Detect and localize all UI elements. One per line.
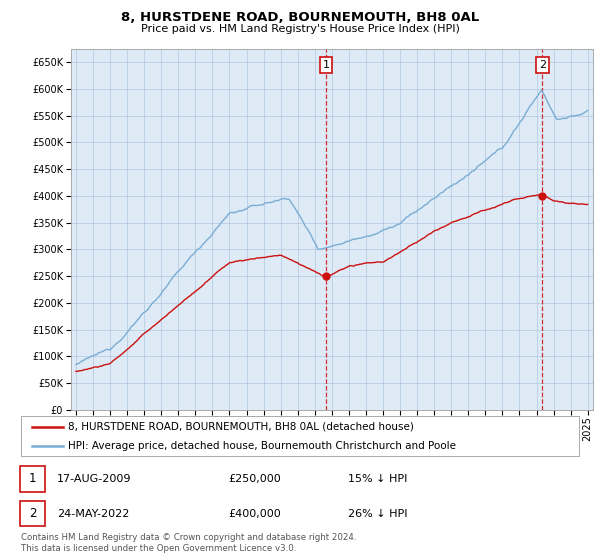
Text: HPI: Average price, detached house, Bournemouth Christchurch and Poole: HPI: Average price, detached house, Bour…	[68, 441, 457, 450]
Text: 8, HURSTDENE ROAD, BOURNEMOUTH, BH8 0AL: 8, HURSTDENE ROAD, BOURNEMOUTH, BH8 0AL	[121, 11, 479, 24]
Text: 2: 2	[539, 60, 546, 70]
Text: 8, HURSTDENE ROAD, BOURNEMOUTH, BH8 0AL (detached house): 8, HURSTDENE ROAD, BOURNEMOUTH, BH8 0AL …	[68, 422, 415, 432]
Text: 15% ↓ HPI: 15% ↓ HPI	[348, 474, 407, 484]
Text: 17-AUG-2009: 17-AUG-2009	[57, 474, 131, 484]
Text: Contains HM Land Registry data © Crown copyright and database right 2024.
This d: Contains HM Land Registry data © Crown c…	[21, 533, 356, 553]
Text: 2: 2	[29, 507, 36, 520]
Text: Price paid vs. HM Land Registry's House Price Index (HPI): Price paid vs. HM Land Registry's House …	[140, 24, 460, 34]
Text: 26% ↓ HPI: 26% ↓ HPI	[348, 508, 407, 519]
Text: 24-MAY-2022: 24-MAY-2022	[57, 508, 130, 519]
Text: 1: 1	[29, 472, 36, 486]
Text: £250,000: £250,000	[228, 474, 281, 484]
Text: £400,000: £400,000	[228, 508, 281, 519]
Text: 1: 1	[322, 60, 329, 70]
